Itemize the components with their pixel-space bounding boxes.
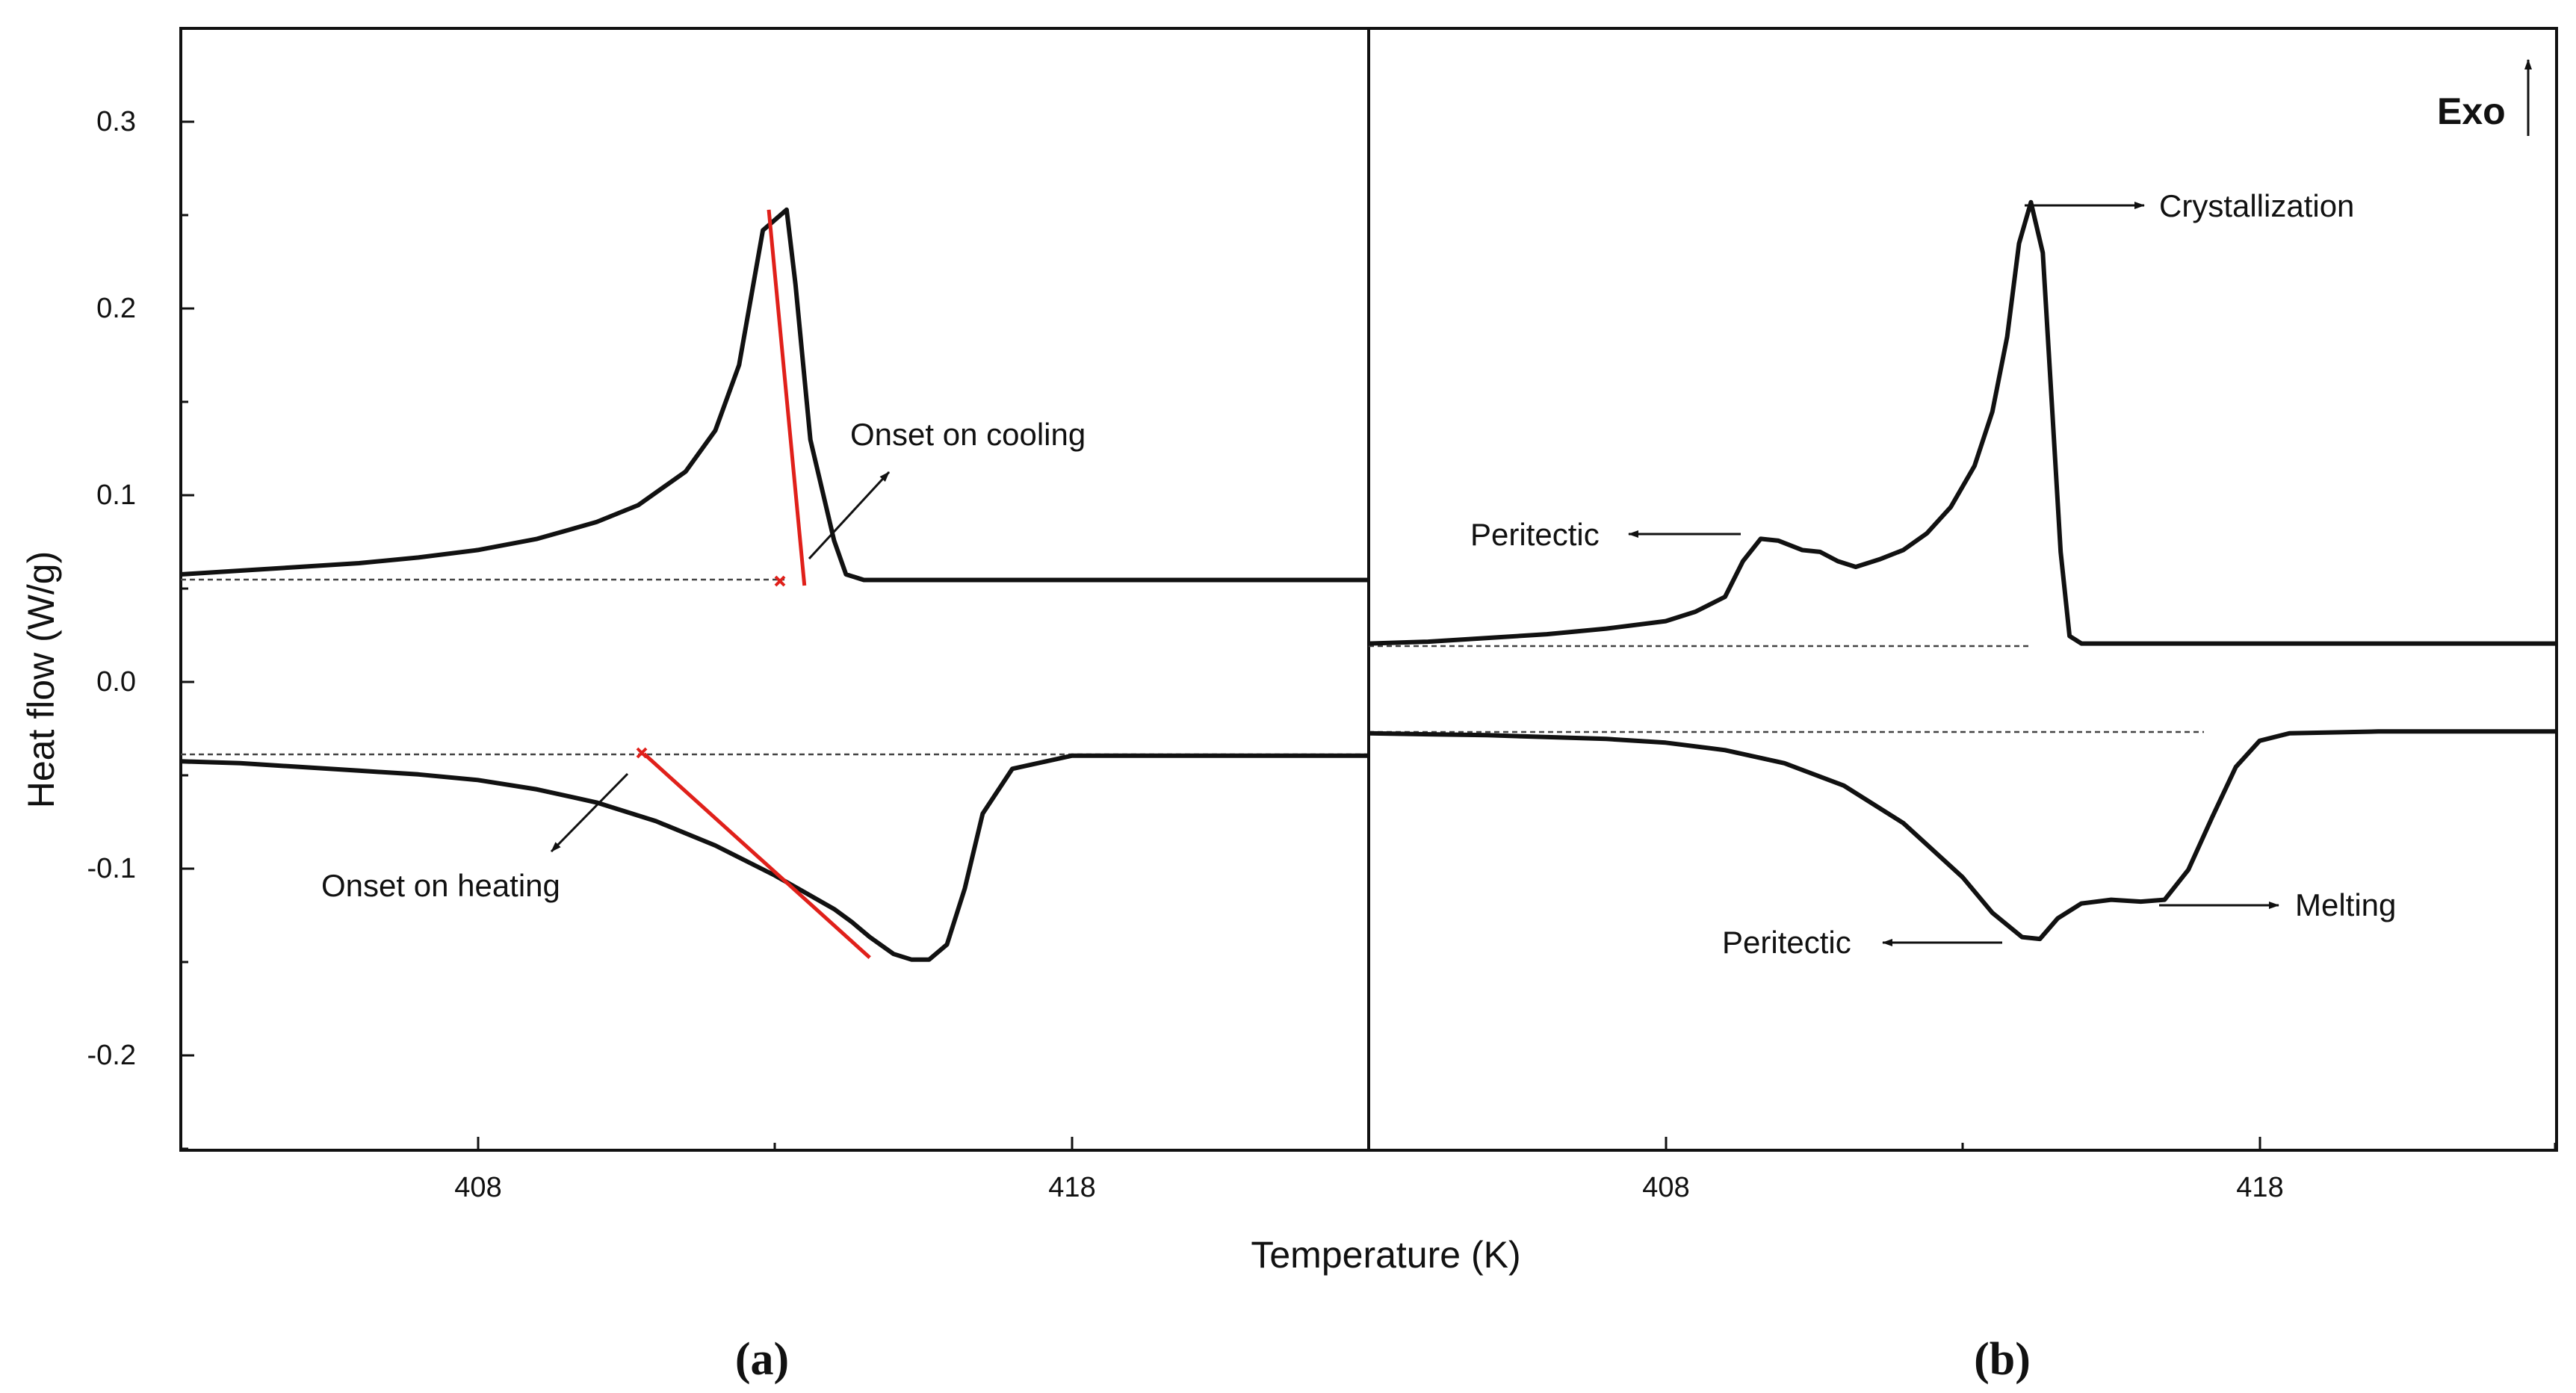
cooling-onset-arrow	[808, 471, 891, 560]
cooling-curve	[1368, 199, 2557, 646]
y-tick-label: -0.2	[87, 1040, 136, 1071]
annotation-peritectic-cooling: Peritectic	[1470, 517, 1600, 552]
y-axis-title: Heat flow (W/g)	[20, 551, 62, 809]
y-tick-label: -0.1	[87, 853, 136, 884]
x-tick-label: 408	[454, 1172, 501, 1203]
cooling-curve	[180, 207, 1369, 583]
x-tick-label: 418	[1048, 1172, 1095, 1203]
panel-b-ticks	[1665, 1137, 2557, 1150]
heating-onset-marker	[636, 747, 648, 759]
x-tick-label: 418	[2236, 1172, 2283, 1203]
panel-label-b: (b)	[1974, 1334, 2031, 1385]
y-tick-label: 0.0	[96, 666, 136, 698]
y-tick-label: 0.3	[96, 106, 136, 137]
annotation-melting: Melting	[2295, 887, 2396, 922]
panel-a: 408 418 Onset on cooling Onset on heatin…	[179, 27, 1370, 1203]
annotation-crystallization: Crystallization	[2159, 188, 2354, 223]
panel-a-ticks	[179, 120, 1074, 1150]
heating-curve	[1368, 729, 2557, 942]
annotation-onset-heating: Onset on heating	[321, 868, 560, 903]
panel-label-a: (a)	[735, 1334, 789, 1385]
y-tick-label: 0.1	[96, 480, 136, 511]
annotation-peritectic-heating: Peritectic	[1722, 925, 1851, 960]
panel-a-frame	[179, 27, 1370, 1152]
annotation-onset-cooling: Onset on cooling	[850, 417, 1086, 452]
y-tick-labels: -0.2 -0.1 0.0 0.1 0.2 0.3	[87, 106, 136, 1071]
x-axis-title: Temperature (K)	[1251, 1234, 1520, 1276]
cooling-tangent-line	[767, 209, 807, 586]
y-tick-label: 0.2	[96, 293, 136, 324]
heating-tangent-line	[643, 752, 871, 960]
panel-b: 408 418 Crystallization Peritectic Perit…	[1367, 27, 2558, 1203]
x-tick-label: 408	[1642, 1172, 1689, 1203]
exo-label: Exo	[2437, 90, 2506, 132]
heating-curve	[180, 753, 1369, 962]
panel-b-frame	[1367, 27, 2558, 1152]
cooling-onset-marker	[774, 575, 786, 587]
heating-onset-arrow	[550, 772, 629, 853]
